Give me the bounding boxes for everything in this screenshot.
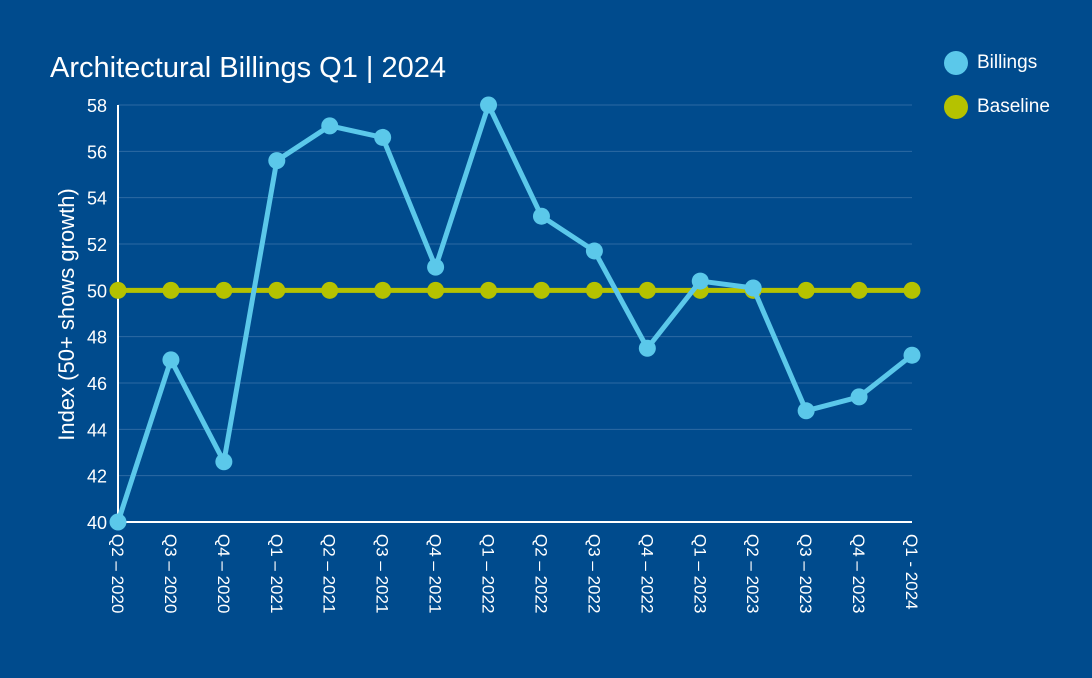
data-point-billings: [109, 513, 127, 531]
y-tick-label: 52: [87, 235, 107, 255]
x-tick-label: Q2 – 2020: [108, 534, 127, 613]
data-point-billings: [691, 272, 709, 290]
data-point-billings: [797, 402, 815, 420]
x-tick-label: Q2 – 2022: [531, 534, 550, 613]
data-point-billings: [903, 346, 921, 364]
data-point-billings: [638, 339, 656, 357]
x-tick-label: Q3 – 2022: [584, 534, 603, 613]
data-point-baseline: [321, 281, 339, 299]
data-point-billings: [585, 242, 603, 260]
data-point-baseline: [215, 281, 233, 299]
data-point-billings: [321, 117, 339, 135]
data-point-baseline: [109, 281, 127, 299]
data-point-baseline: [850, 281, 868, 299]
data-point-baseline: [268, 281, 286, 299]
x-tick-label: Q3 – 2023: [796, 534, 815, 613]
data-point-baseline: [374, 281, 392, 299]
data-point-baseline: [903, 281, 921, 299]
data-point-billings: [532, 207, 550, 225]
y-tick-label: 42: [87, 467, 107, 487]
legend-label-billings: Billings: [977, 51, 1038, 73]
chart-title: Architectural Billings Q1 | 2024: [50, 52, 447, 84]
data-point-billings: [162, 351, 180, 369]
data-point-billings: [850, 388, 868, 406]
legend-label-baseline: Baseline: [977, 95, 1050, 117]
data-point-billings: [215, 453, 233, 471]
y-tick-label: 56: [87, 142, 107, 162]
data-point-baseline: [427, 281, 445, 299]
x-tick-label: Q4 – 2020: [214, 534, 233, 613]
data-point-baseline: [480, 281, 498, 299]
x-tick-label: Q3 – 2020: [161, 534, 180, 613]
data-point-billings: [374, 128, 392, 146]
y-tick-label: 54: [87, 189, 107, 209]
data-point-billings: [427, 258, 445, 276]
x-tick-label: Q4 – 2023: [849, 534, 868, 613]
x-tick-label: Q1 - 2024: [902, 534, 921, 610]
y-tick-label: 40: [87, 513, 107, 533]
x-tick-label: Q4 – 2021: [426, 534, 445, 613]
chart-legend: Billings Baseline: [944, 50, 1050, 138]
data-point-baseline: [797, 281, 815, 299]
x-tick-label: Q3 – 2021: [373, 534, 392, 613]
y-tick-label: 48: [87, 328, 107, 348]
legend-item-baseline[interactable]: Baseline: [944, 94, 1050, 119]
data-point-billings: [480, 96, 498, 114]
legend-swatch-baseline: [944, 94, 968, 119]
data-point-billings: [744, 279, 762, 297]
data-point-baseline: [585, 281, 603, 299]
y-tick-label: 44: [87, 420, 107, 440]
y-tick-label: 46: [87, 374, 107, 394]
series-line-billings: [115, 102, 914, 523]
x-tick-label: Q2 – 2021: [320, 534, 339, 613]
y-axis-label: Index (50+ shows growth): [54, 188, 79, 441]
y-tick-label: 50: [87, 281, 107, 301]
x-tick-label: Q4 – 2022: [637, 534, 656, 613]
legend-swatch-billings: [944, 50, 968, 75]
x-tick-label: Q1 – 2022: [479, 534, 498, 613]
x-tick-label: Q1 – 2021: [267, 534, 286, 613]
data-point-baseline: [638, 281, 656, 299]
x-tick-label: Q1 – 2023: [690, 534, 709, 613]
data-point-billings: [268, 152, 286, 170]
x-tick-label: Q2 – 2023: [743, 534, 762, 613]
y-tick-label: 58: [87, 96, 107, 116]
data-point-baseline: [532, 281, 550, 299]
legend-item-billings[interactable]: Billings: [944, 50, 1050, 75]
data-point-baseline: [162, 281, 180, 299]
